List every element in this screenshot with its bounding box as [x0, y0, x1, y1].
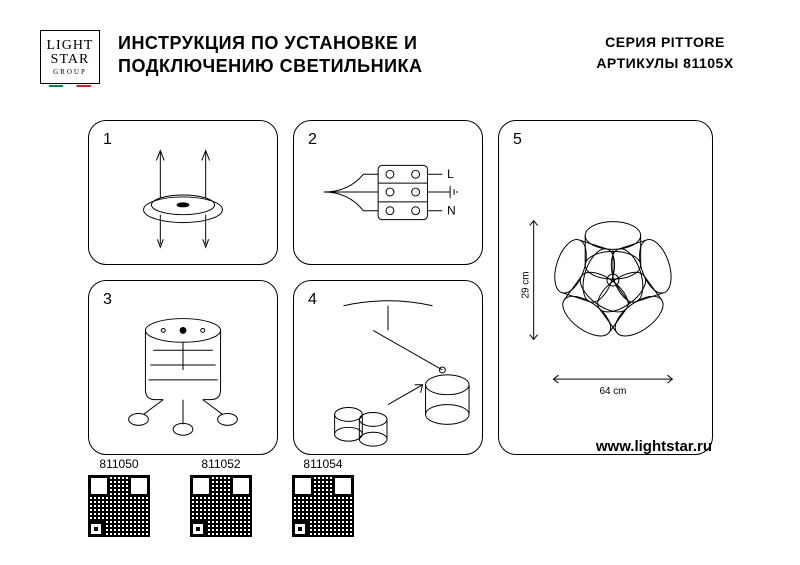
terminal-n-label: N — [447, 204, 456, 218]
step3-diagram — [89, 281, 277, 454]
step-panel-2: 2 — [293, 120, 483, 265]
qr-code-icon — [292, 475, 354, 537]
series-label: СЕРИЯ PITTORE — [570, 32, 760, 53]
logo-line3: GROUP — [53, 69, 87, 76]
step1-diagram — [89, 121, 277, 264]
qr-item: 811052 — [190, 457, 252, 537]
dim-height: 29 cm — [521, 272, 532, 299]
dim-width: 64 cm — [599, 386, 626, 397]
qr-row: 811050 811052 811054 — [88, 457, 354, 537]
qr-item: 811054 — [292, 457, 354, 537]
qr-item: 811050 — [88, 457, 150, 537]
qr-code-icon — [190, 475, 252, 537]
qr-label: 811050 — [88, 457, 150, 471]
website-url: www.lightstar.ru — [596, 438, 712, 455]
step2-diagram: L N — [294, 121, 482, 264]
brand-logo: LIGHT STAR GROUP — [40, 30, 100, 84]
product-meta: СЕРИЯ PITTORE АРТИКУЛЫ 81105X — [570, 30, 760, 74]
logo-line2: STAR — [51, 53, 90, 67]
step-panel-4: 4 — [293, 280, 483, 455]
step-panel-1: 1 — [88, 120, 278, 265]
qr-label: 811054 — [292, 457, 354, 471]
qr-code-icon — [88, 475, 150, 537]
document-title: ИНСТРУКЦИЯ ПО УСТАНОВКЕ И ПОДКЛЮЧЕНИЮ СВ… — [118, 30, 552, 77]
qr-label: 811052 — [190, 457, 252, 471]
logo-line1: LIGHT — [47, 39, 94, 53]
terminal-l-label: L — [447, 167, 454, 181]
step-panel-3: 3 — [88, 280, 278, 455]
articles-label: АРТИКУЛЫ 81105X — [570, 53, 760, 74]
step4-diagram — [294, 281, 482, 454]
step5-diagram: 64 cm 29 cm — [499, 121, 712, 454]
step-panel-5: 5 — [498, 120, 713, 455]
